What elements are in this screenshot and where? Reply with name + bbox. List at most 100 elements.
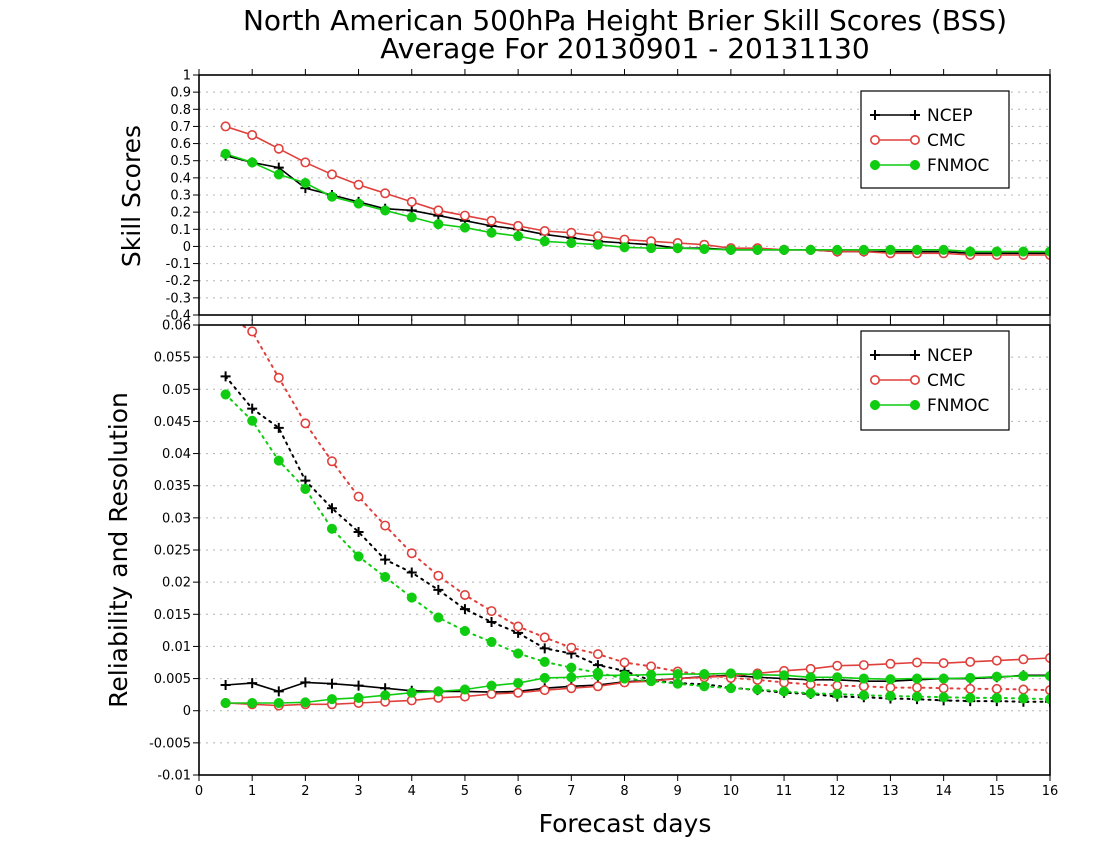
cmc-reliability-point bbox=[1045, 653, 1050, 663]
fnmoc-reliability-point bbox=[991, 671, 1002, 682]
x-tick-label: 1 bbox=[248, 784, 256, 799]
x-tick-label: 6 bbox=[514, 784, 522, 799]
legend-marker-fnmoc bbox=[869, 159, 881, 171]
cmc-resolution-point bbox=[912, 682, 923, 693]
top-y-tick-label: 0 bbox=[183, 240, 191, 255]
legend-marker-cmc bbox=[909, 374, 920, 385]
ncep-resolution-point bbox=[326, 503, 337, 514]
fnmoc-point bbox=[646, 243, 657, 254]
ncep-reliability-point bbox=[326, 678, 337, 689]
fnmoc-reliability-point bbox=[406, 687, 417, 698]
fnmoc-reliability-point bbox=[220, 697, 231, 709]
ncep-resolution-point bbox=[433, 584, 444, 595]
cmc-point bbox=[220, 121, 231, 132]
bottom-y-axis-label: Reliability and Resolution bbox=[104, 392, 133, 708]
x-tick-label: 10 bbox=[723, 784, 740, 799]
fnmoc-reliability-point bbox=[938, 673, 949, 684]
fnmoc-resolution-point bbox=[592, 667, 603, 678]
top-y-tick-label: 0.9 bbox=[170, 86, 191, 101]
fnmoc-reliability-point bbox=[752, 669, 763, 680]
fnmoc-reliability-point bbox=[459, 684, 470, 695]
fnmoc-resolution-point bbox=[885, 690, 896, 701]
legend-label-ncep: NCEP bbox=[927, 106, 973, 126]
cmc-resolution-point bbox=[273, 372, 284, 383]
cmc-point bbox=[592, 231, 603, 242]
fnmoc-resolution-point bbox=[459, 625, 470, 637]
cmc-reliability-point bbox=[885, 658, 896, 669]
fnmoc-point bbox=[300, 177, 311, 189]
bottom-y-tick-label: 0.025 bbox=[154, 544, 191, 559]
fnmoc-point bbox=[433, 219, 444, 230]
legend-label-cmc: CMC bbox=[927, 371, 965, 391]
fnmoc-reliability-point bbox=[353, 692, 364, 703]
fnmoc-point bbox=[247, 157, 258, 168]
fnmoc-point bbox=[805, 244, 816, 255]
fnmoc-point bbox=[592, 239, 603, 250]
fnmoc-point bbox=[938, 244, 949, 255]
cmc-resolution-point bbox=[459, 589, 470, 600]
legend-marker-ncep bbox=[870, 110, 880, 120]
bottom-y-tick-label: 0.03 bbox=[162, 511, 191, 526]
cmc-point bbox=[353, 179, 364, 190]
fnmoc-point bbox=[779, 244, 790, 255]
fnmoc-reliability-point bbox=[486, 680, 497, 691]
fnmoc-resolution-point bbox=[991, 692, 1002, 703]
fnmoc-reliability-series-line bbox=[224, 672, 1050, 704]
cmc-resolution-point bbox=[513, 621, 524, 632]
legend-marker-fnmoc bbox=[909, 159, 921, 171]
fnmoc-resolution-point bbox=[805, 688, 816, 699]
cmc-resolution-point bbox=[300, 418, 311, 429]
top-y-tick-label: 0.4 bbox=[170, 171, 191, 186]
fnmoc-reliability-point bbox=[513, 678, 524, 689]
cmc-resolution-point bbox=[619, 657, 630, 668]
fnmoc-resolution-point bbox=[406, 592, 417, 603]
cmc-point bbox=[406, 196, 417, 207]
ncep-reliability-point bbox=[247, 678, 258, 689]
x-axis-label: Forecast days bbox=[539, 809, 712, 838]
fnmoc-point bbox=[380, 205, 391, 216]
ncep-resolution-point bbox=[486, 617, 497, 627]
cmc-resolution-point bbox=[486, 606, 497, 617]
cmc-reliability-point bbox=[486, 688, 497, 699]
legend-label-fnmoc: FNMOC bbox=[927, 156, 989, 176]
bottom-y-tick-label: 0.04 bbox=[162, 447, 191, 462]
fnmoc-resolution-point bbox=[858, 690, 869, 701]
fnmoc-point bbox=[911, 244, 923, 255]
fnmoc-point bbox=[725, 244, 736, 255]
x-tick-label: 15 bbox=[989, 784, 1006, 799]
legend-marker-cmc bbox=[869, 374, 880, 385]
cmc-reliability-point bbox=[858, 660, 869, 671]
ncep-reliability-point bbox=[353, 680, 364, 691]
fnmoc-resolution-point bbox=[965, 692, 976, 703]
cmc-resolution-point bbox=[326, 456, 337, 467]
fnmoc-point bbox=[273, 169, 284, 180]
fnmoc-resolution-point bbox=[699, 681, 710, 692]
cmc-point bbox=[380, 188, 391, 199]
cmc-resolution-point bbox=[885, 682, 896, 693]
cmc-resolution-point bbox=[566, 642, 577, 653]
fnmoc-reliability-point bbox=[433, 686, 444, 697]
fnmoc-resolution-point bbox=[380, 571, 391, 583]
fnmoc-point bbox=[326, 191, 338, 202]
ncep-reliability-point bbox=[220, 680, 231, 690]
legend-marker-cmc bbox=[869, 135, 880, 146]
cmc-point bbox=[539, 226, 550, 237]
ncep-resolution-point bbox=[406, 567, 417, 578]
fnmoc-resolution-point bbox=[646, 676, 657, 687]
x-tick-label: 16 bbox=[1042, 784, 1059, 799]
chart-title: North American 500hPa Height Brier Skill… bbox=[243, 4, 1007, 37]
skill-scores-panel: -0.4 -0.3 -0.2 -0.1 0 0.1 0.2 0.3 0.4 0.5 0.6 0.7 0.… bbox=[166, 69, 1051, 324]
bottom-y-tick-label: 0.05 bbox=[162, 383, 191, 398]
fnmoc-reliability-point bbox=[672, 669, 683, 680]
cmc-reliability-point bbox=[513, 687, 524, 698]
fnmoc-point bbox=[619, 242, 630, 253]
fnmoc-point bbox=[513, 231, 524, 242]
legend-label-cmc: CMC bbox=[927, 131, 965, 151]
bottom-y-tick-label: 0.005 bbox=[154, 672, 191, 687]
fnmoc-resolution-point bbox=[619, 673, 630, 684]
cmc-resolution-point bbox=[938, 683, 949, 694]
bottom-plot-frame bbox=[198, 324, 1051, 776]
bottom-y-tick-label: 0 bbox=[183, 704, 191, 719]
ncep-resolution-point bbox=[380, 554, 391, 565]
cmc-reliability-point bbox=[805, 663, 816, 674]
